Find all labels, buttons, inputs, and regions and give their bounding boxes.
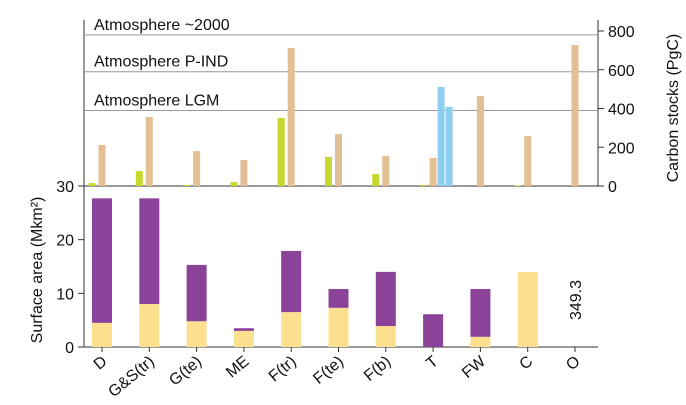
reference-label: Atmosphere P-IND xyxy=(94,54,228,71)
bar xyxy=(524,136,532,186)
bar xyxy=(382,155,390,186)
y2-tick-label: 800 xyxy=(608,24,635,41)
bar xyxy=(372,173,380,186)
bar xyxy=(476,95,484,186)
x-tick-label: FW xyxy=(459,352,490,382)
y-tick-label: 10 xyxy=(56,286,74,303)
bar xyxy=(287,48,295,186)
bar-segment xyxy=(423,314,444,347)
y-tick-label: 30 xyxy=(56,179,74,196)
reference-label: Atmosphere ~2000 xyxy=(94,17,230,34)
bar-segment xyxy=(517,271,538,347)
bar-segment xyxy=(281,312,302,347)
y2-tick-label: 600 xyxy=(608,63,635,80)
bar-segment xyxy=(328,307,349,347)
bar-segment xyxy=(92,322,112,347)
bar-segment xyxy=(186,264,207,322)
annotation: 349.3 xyxy=(568,280,585,320)
x-tick-label: G(te) xyxy=(166,353,205,389)
x-tick-label: D xyxy=(91,353,111,373)
y2-tick-label: 400 xyxy=(608,102,635,119)
bar-segment xyxy=(470,336,491,347)
bar xyxy=(429,157,437,186)
bar-segment xyxy=(375,271,396,327)
x-tick-label: F(tr) xyxy=(266,353,300,385)
bar-segment xyxy=(233,330,254,347)
bar xyxy=(445,106,453,186)
bar xyxy=(183,185,191,186)
bar xyxy=(240,160,248,186)
bar-segment xyxy=(375,326,396,347)
y2-tick-label: 200 xyxy=(608,140,635,157)
y-axis-label: Surface area (Mkm²) xyxy=(29,197,46,344)
bar xyxy=(419,185,427,186)
bar-segment xyxy=(139,304,160,347)
y2-axis-label: Carbon stocks (PgC) xyxy=(665,34,682,183)
bar xyxy=(98,144,106,186)
bar xyxy=(230,182,238,186)
bar xyxy=(325,156,332,186)
x-tick-label: G&S(tr) xyxy=(105,353,157,401)
bar xyxy=(88,183,96,186)
bar xyxy=(437,86,445,186)
y-tick-label: 20 xyxy=(56,233,74,250)
reference-label: Atmosphere LGM xyxy=(94,92,219,109)
x-tick-label: F(b) xyxy=(361,353,394,385)
bar-segment xyxy=(139,198,160,305)
bar-segment xyxy=(186,321,207,347)
bar xyxy=(514,185,522,186)
x-tick-label: ME xyxy=(223,353,252,381)
x-tick-label: T xyxy=(423,353,442,372)
bar xyxy=(145,117,153,186)
bar xyxy=(135,171,143,186)
bar xyxy=(193,151,201,186)
x-tick-label: C xyxy=(516,353,536,373)
bar-segment xyxy=(281,250,302,313)
bar-segment xyxy=(233,328,254,331)
x-tick-label: F(te) xyxy=(310,353,347,388)
y-tick-label: 0 xyxy=(65,340,74,357)
bar xyxy=(277,117,285,186)
bar xyxy=(335,134,342,186)
bar-segment xyxy=(92,198,112,323)
x-tick-label: O xyxy=(563,353,583,374)
bar-segment xyxy=(328,289,349,308)
bar xyxy=(571,44,579,187)
bar-segment xyxy=(470,289,491,337)
y2-tick-label: 0 xyxy=(608,179,617,196)
